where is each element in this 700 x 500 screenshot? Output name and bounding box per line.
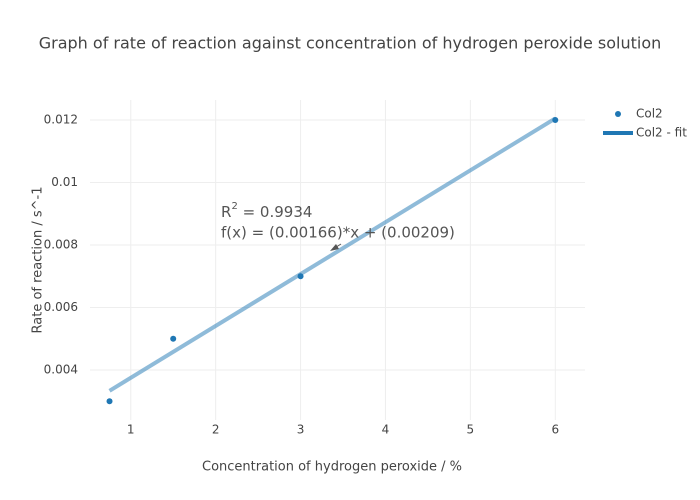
y-tick-label: 0.01 bbox=[51, 175, 78, 189]
legend-marker bbox=[615, 111, 621, 117]
x-tick-label: 3 bbox=[297, 423, 305, 437]
chart-title: Graph of rate of reaction against concen… bbox=[39, 34, 662, 53]
legend-label: Col2 - fit bbox=[636, 126, 687, 140]
x-tick-label: 1 bbox=[127, 423, 135, 437]
data-point bbox=[106, 398, 113, 405]
fit-equation: f(x) = (0.00166)*x + (0.00209) bbox=[221, 224, 455, 242]
data-point bbox=[170, 335, 177, 342]
legend: Col2 Col2 - fit bbox=[603, 107, 687, 140]
y-tick-label: 0.004 bbox=[44, 363, 78, 377]
x-tick-label: 6 bbox=[551, 423, 559, 437]
y-tick-label: 0.008 bbox=[44, 238, 78, 252]
fit-line bbox=[108, 116, 557, 393]
y-axis-title: Rate of reaction / s^-1 bbox=[31, 187, 46, 334]
annotation: R2 = 0.9934 f(x) = (0.00166)*x + (0.0020… bbox=[221, 201, 455, 251]
r-squared-value: = 0.9934 bbox=[238, 203, 313, 221]
x-tick-label: 4 bbox=[382, 423, 390, 437]
r-squared: R2 = 0.9934 bbox=[221, 201, 312, 221]
y-tick-label: 0.012 bbox=[44, 113, 78, 127]
legend-label: Col2 bbox=[636, 107, 663, 121]
r-squared-exponent: 2 bbox=[231, 201, 237, 212]
x-tick-label: 2 bbox=[212, 423, 220, 437]
y-tick-label: 0.006 bbox=[44, 300, 78, 314]
annotation-arrowhead bbox=[330, 244, 339, 251]
x-axis-title: Concentration of hydrogen peroxide / % bbox=[202, 460, 462, 475]
plot-area: 0.004 0.006 0.008 0.01 0.012 1 2 3 4 5 6 bbox=[44, 100, 585, 437]
r-squared-symbol: R bbox=[221, 203, 231, 221]
x-tick-label: 5 bbox=[467, 423, 475, 437]
